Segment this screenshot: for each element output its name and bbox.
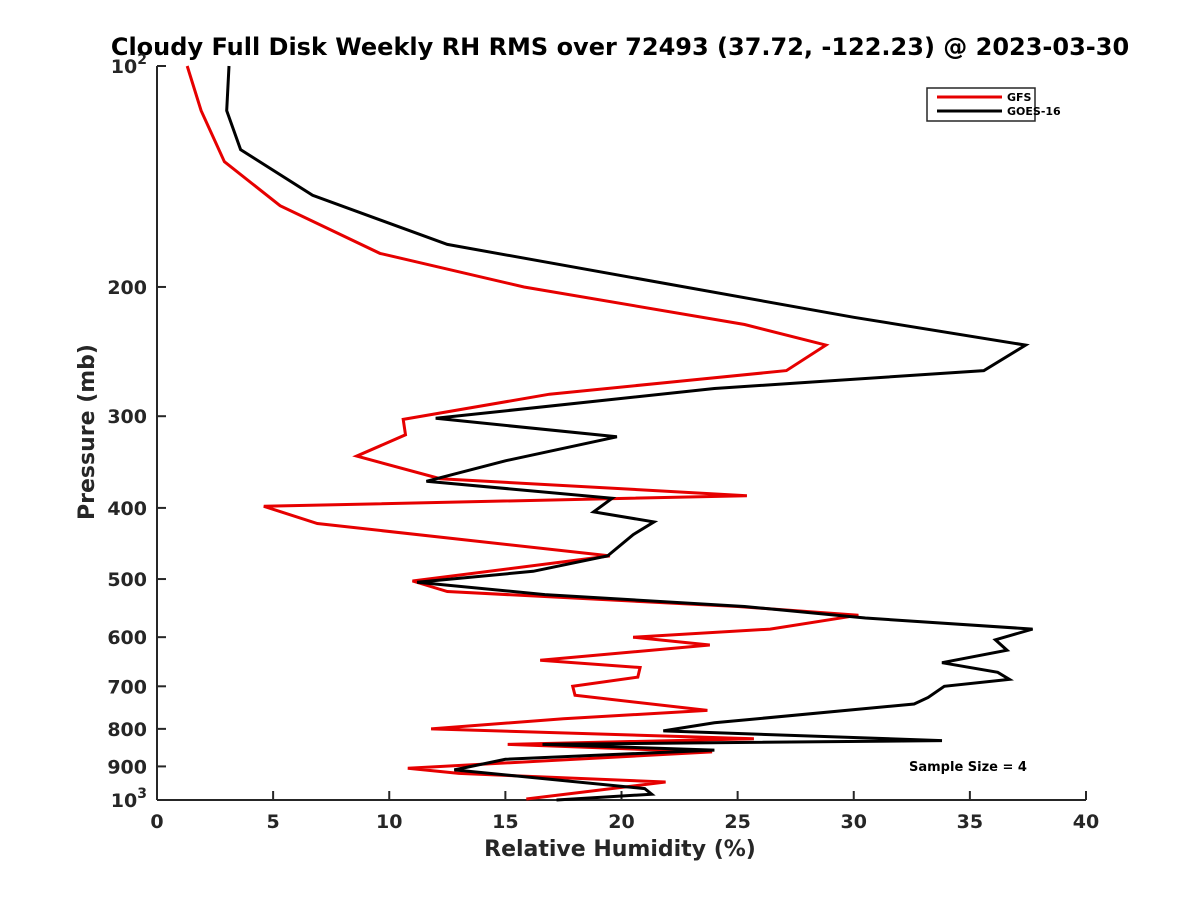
legend-label: GOES-16 [1007, 105, 1061, 118]
x-tick-label: 25 [724, 811, 750, 833]
x-tick-label: 20 [608, 811, 634, 833]
x-tick-label: 30 [841, 811, 867, 833]
series-lines [185, 65, 1034, 802]
x-axis-ticks: 0 5 10 15 20 25 30 35 40 [150, 791, 1099, 833]
x-tick-label: 35 [957, 811, 983, 833]
y-tick-label: 700 [107, 676, 147, 698]
y-tick-label: 400 [107, 498, 147, 520]
y-axis-label: Pressure (mb) [75, 344, 100, 520]
x-tick-label: 10 [376, 811, 402, 833]
legend-label: GFS [1007, 91, 1032, 104]
y-tick-label: 102 [111, 52, 147, 78]
legend-box [926, 87, 1036, 122]
x-tick-label: 15 [492, 811, 518, 833]
y-tick-label: 900 [107, 756, 147, 778]
x-tick-label: 0 [150, 811, 163, 833]
x-tick-label: 5 [267, 811, 280, 833]
series-line-goes-16 [225, 65, 1034, 802]
sample-size-annotation: Sample Size = 4 [909, 760, 1027, 775]
y-tick-label: 300 [107, 406, 147, 428]
y-tick-label: 800 [107, 719, 147, 741]
x-tick-label: 40 [1073, 811, 1099, 833]
y-tick-label: 600 [107, 627, 147, 649]
y-tick-label: 500 [107, 569, 147, 591]
y-axis-ticks: 102 200 300 400 500 600 700 800 900 103 [107, 52, 166, 812]
y-tick-label: 103 [111, 786, 147, 812]
y-tick-label: 200 [107, 277, 147, 299]
x-axis-label: Relative Humidity (%) [484, 837, 756, 862]
series-line-gfs [185, 65, 859, 801]
chart-title: Cloudy Full Disk Weekly RH RMS over 7249… [111, 33, 1129, 61]
